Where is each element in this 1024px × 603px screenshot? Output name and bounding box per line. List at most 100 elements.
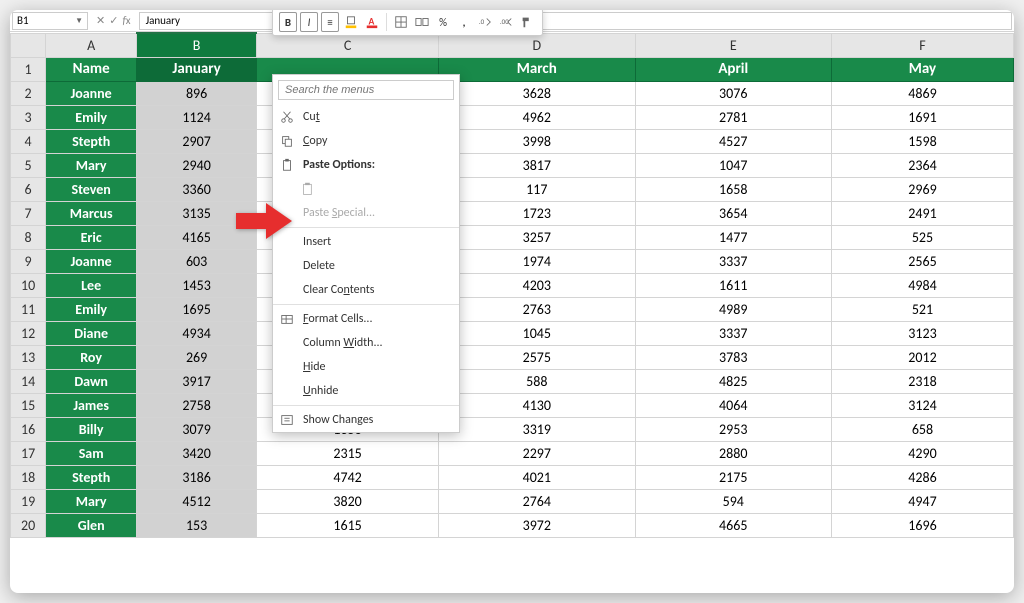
data-cell[interactable]: 2491 (831, 201, 1013, 225)
name-cell[interactable]: Emily (46, 105, 137, 129)
name-cell[interactable]: Emily (46, 297, 137, 321)
name-cell[interactable]: Lee (46, 273, 137, 297)
percent-button[interactable]: % (434, 12, 452, 32)
data-cell[interactable]: 3817 (439, 153, 635, 177)
row-header[interactable]: 11 (11, 297, 46, 321)
row-header[interactable]: 10 (11, 273, 46, 297)
italic-button[interactable]: I (300, 12, 318, 32)
data-cell[interactable]: 4021 (439, 465, 635, 489)
hide-menu-item[interactable]: Hide (273, 355, 459, 379)
data-cell[interactable]: 2318 (831, 369, 1013, 393)
row-header[interactable]: 6 (11, 177, 46, 201)
data-cell[interactable]: 1658 (635, 177, 831, 201)
name-cell[interactable]: Billy (46, 417, 137, 441)
data-cell[interactable]: 4290 (831, 441, 1013, 465)
data-cell[interactable]: 1691 (831, 105, 1013, 129)
row-header[interactable]: 17 (11, 441, 46, 465)
name-cell[interactable]: Eric (46, 225, 137, 249)
menu-search-input[interactable] (278, 80, 454, 100)
data-cell[interactable]: 1695 (137, 297, 257, 321)
name-cell[interactable]: Sam (46, 441, 137, 465)
data-cell[interactable]: 4825 (635, 369, 831, 393)
data-cell[interactable]: 4869 (831, 81, 1013, 105)
column-width-menu-item[interactable]: Column Width... (273, 331, 459, 355)
header-cell[interactable]: May (831, 57, 1013, 81)
data-cell[interactable]: 3123 (831, 321, 1013, 345)
data-cell[interactable]: 3654 (635, 201, 831, 225)
data-cell[interactable]: 1696 (831, 513, 1013, 537)
insert-menu-item[interactable]: Insert (273, 230, 459, 254)
data-cell[interactable]: 3079 (137, 417, 257, 441)
data-cell[interactable]: 3135 (137, 201, 257, 225)
col-header-b[interactable]: B (137, 33, 257, 57)
formula-bar[interactable]: January (139, 12, 1012, 30)
data-cell[interactable]: 3337 (635, 321, 831, 345)
data-cell[interactable]: 1598 (831, 129, 1013, 153)
row-header[interactable]: 4 (11, 129, 46, 153)
data-cell[interactable]: 4165 (137, 225, 257, 249)
cancel-icon[interactable]: ✕ (96, 14, 105, 27)
merge-button[interactable] (413, 12, 431, 32)
row-header[interactable]: 14 (11, 369, 46, 393)
borders-button[interactable] (392, 12, 410, 32)
data-cell[interactable]: 4512 (137, 489, 257, 513)
data-cell[interactable]: 3820 (257, 489, 439, 513)
row-header[interactable]: 19 (11, 489, 46, 513)
data-cell[interactable]: 4989 (635, 297, 831, 321)
header-cell[interactable]: March (439, 57, 635, 81)
paste-options-menu-item[interactable]: Paste Options: (273, 153, 459, 177)
col-header-c[interactable]: C (257, 33, 439, 57)
data-cell[interactable]: 3337 (635, 249, 831, 273)
col-header-d[interactable]: D (439, 33, 635, 57)
data-cell[interactable]: 2565 (831, 249, 1013, 273)
data-cell[interactable]: 4203 (439, 273, 635, 297)
data-cell[interactable]: 1615 (257, 513, 439, 537)
data-cell[interactable]: 658 (831, 417, 1013, 441)
data-cell[interactable]: 4286 (831, 465, 1013, 489)
enter-icon[interactable]: ✓ (109, 14, 118, 27)
data-cell[interactable]: 4947 (831, 489, 1013, 513)
data-cell[interactable]: 1453 (137, 273, 257, 297)
delete-menu-item[interactable]: Delete (273, 254, 459, 278)
data-cell[interactable]: 2315 (257, 441, 439, 465)
data-cell[interactable]: 2012 (831, 345, 1013, 369)
cut-menu-item[interactable]: Cut (273, 105, 459, 129)
data-cell[interactable]: 3783 (635, 345, 831, 369)
data-cell[interactable]: 2764 (439, 489, 635, 513)
row-header[interactable]: 16 (11, 417, 46, 441)
select-all-corner[interactable] (11, 33, 46, 57)
data-cell[interactable]: 1124 (137, 105, 257, 129)
name-cell[interactable]: Stepth (46, 129, 137, 153)
data-cell[interactable]: 3420 (137, 441, 257, 465)
name-cell[interactable]: Dawn (46, 369, 137, 393)
show-changes-menu-item[interactable]: Show Changes (273, 408, 459, 432)
data-cell[interactable]: 2953 (635, 417, 831, 441)
name-box[interactable]: B1 ▼ (12, 12, 88, 30)
data-cell[interactable]: 4984 (831, 273, 1013, 297)
data-cell[interactable]: 269 (137, 345, 257, 369)
data-cell[interactable]: 153 (137, 513, 257, 537)
data-cell[interactable]: 2297 (439, 441, 635, 465)
bold-button[interactable]: B (279, 12, 297, 32)
name-cell[interactable]: Glen (46, 513, 137, 537)
row-header[interactable]: 5 (11, 153, 46, 177)
data-cell[interactable]: 2907 (137, 129, 257, 153)
data-cell[interactable]: 3917 (137, 369, 257, 393)
fx-icon[interactable]: fx (122, 14, 130, 27)
data-cell[interactable]: 594 (635, 489, 831, 513)
data-cell[interactable]: 3998 (439, 129, 635, 153)
format-painter-button[interactable] (518, 12, 536, 32)
data-cell[interactable]: 2781 (635, 105, 831, 129)
name-cell[interactable]: Joanne (46, 81, 137, 105)
align-button[interactable]: ≡ (321, 12, 339, 32)
data-cell[interactable]: 2575 (439, 345, 635, 369)
data-cell[interactable]: 4665 (635, 513, 831, 537)
decimal-inc-button[interactable]: .0 (476, 12, 494, 32)
row-header[interactable]: 15 (11, 393, 46, 417)
data-cell[interactable]: 1477 (635, 225, 831, 249)
data-cell[interactable]: 588 (439, 369, 635, 393)
col-header-e[interactable]: E (635, 33, 831, 57)
data-cell[interactable]: 3360 (137, 177, 257, 201)
data-cell[interactable]: 3076 (635, 81, 831, 105)
col-header-f[interactable]: F (831, 33, 1013, 57)
